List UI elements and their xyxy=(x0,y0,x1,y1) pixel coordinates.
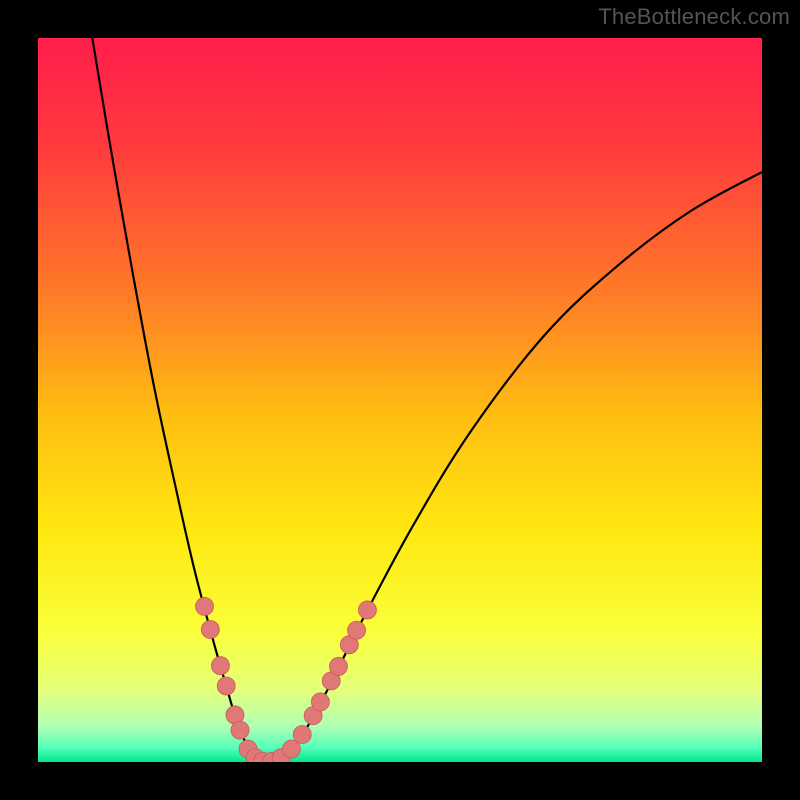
data-dot xyxy=(311,693,329,711)
data-dot xyxy=(211,657,229,675)
data-dot xyxy=(217,677,235,695)
data-dot xyxy=(231,721,249,739)
watermark-text: TheBottleneck.com xyxy=(598,4,790,30)
plot-background xyxy=(38,38,762,762)
data-dot xyxy=(293,725,311,743)
data-dot xyxy=(196,597,214,615)
data-dot xyxy=(201,621,219,639)
data-dot xyxy=(358,601,376,619)
data-dot xyxy=(348,621,366,639)
chart-frame: TheBottleneck.com xyxy=(0,0,800,800)
bottleneck-chart xyxy=(38,38,762,762)
data-dot xyxy=(329,657,347,675)
